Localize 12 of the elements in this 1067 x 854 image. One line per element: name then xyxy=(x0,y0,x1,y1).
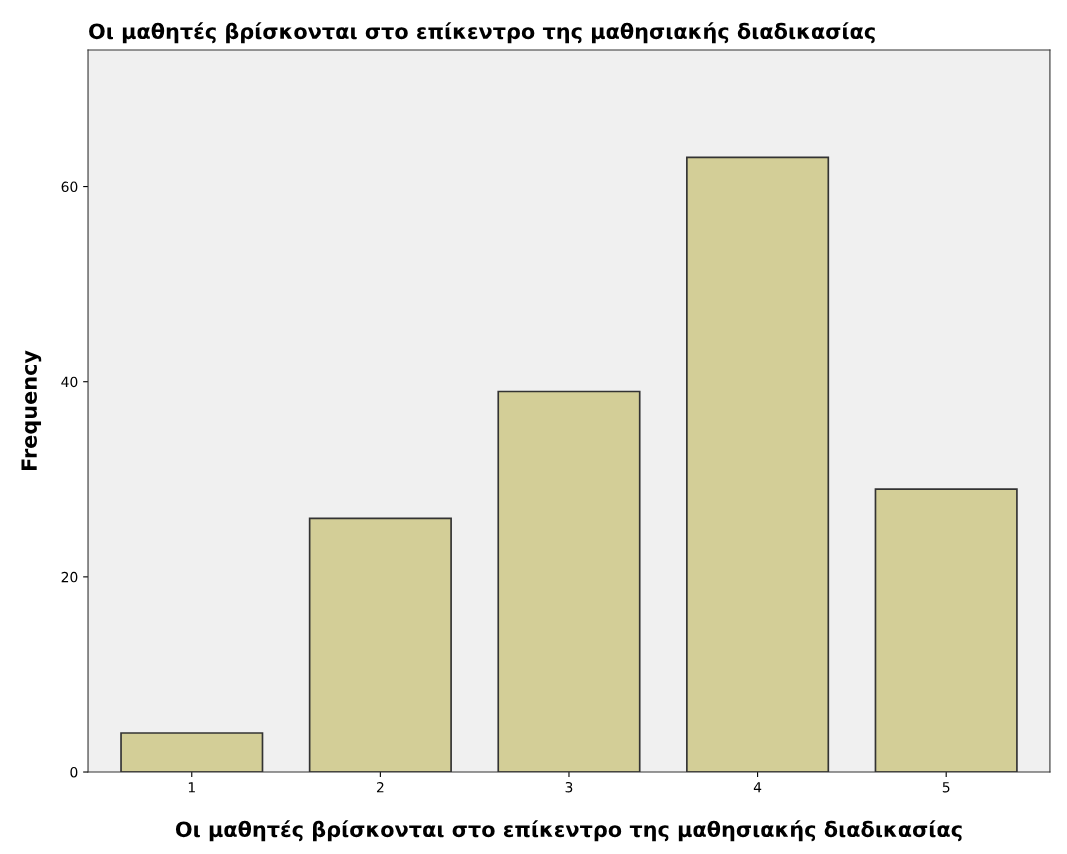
x-tick-label: 1 xyxy=(188,782,195,793)
y-tick-label: 20 xyxy=(61,571,78,583)
x-tick-label: 5 xyxy=(942,782,950,793)
y-tick-label: 60 xyxy=(61,181,78,193)
y-tick-label: 40 xyxy=(61,376,78,388)
chart-title: Οι μαθητές βρίσκονται στο επίκεντρο της μαθησιακής διαδικασίας xyxy=(89,22,875,44)
y-axis-title: Frequency xyxy=(21,350,42,471)
x-tick-label: 3 xyxy=(565,781,573,793)
x-axis-title: Οι μαθητές βρίσκονται στο επίκεντρο της μαθησιακής διαδικασίας xyxy=(175,820,962,842)
y-tick-label: 0 xyxy=(70,766,78,778)
x-tick-label: 2 xyxy=(376,781,384,793)
x-tick-label: 4 xyxy=(753,782,762,793)
